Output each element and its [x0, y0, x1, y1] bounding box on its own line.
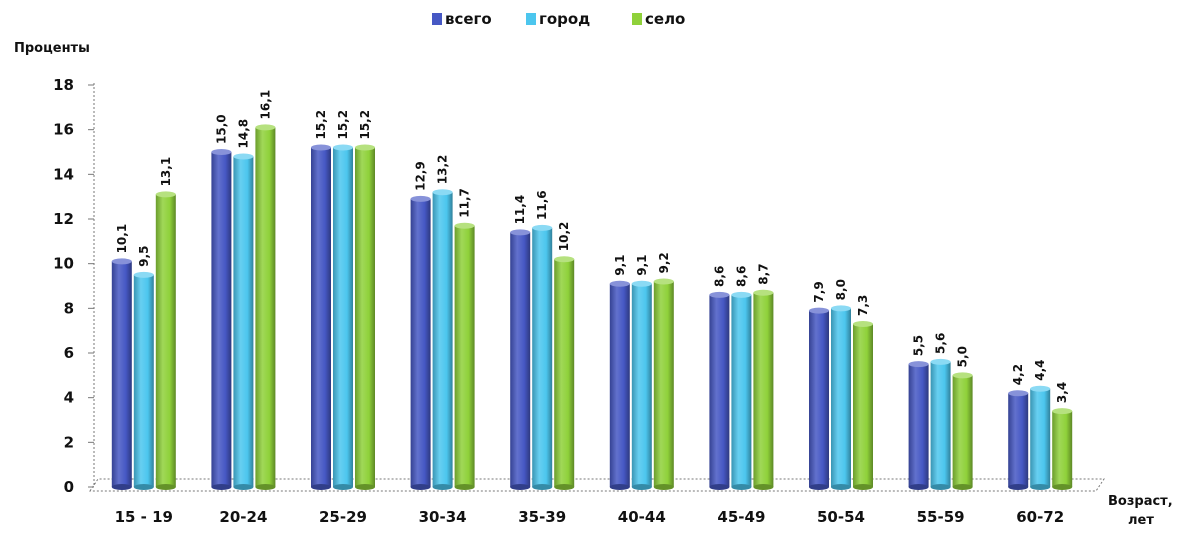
y-axis-title: Проценты	[14, 41, 90, 56]
bar	[211, 149, 232, 490]
data-label: 13,1	[159, 157, 173, 187]
data-label: 15,2	[314, 110, 328, 140]
data-label: 3,4	[1055, 382, 1069, 403]
legend-swatch-2	[526, 13, 536, 25]
x-axis-labels: 15 - 19 20-24 25-29 30-34 35-39 40-44 45-49 50-…	[115, 508, 1065, 526]
data-label: 11,6	[535, 190, 549, 220]
data-label: 14,8	[236, 119, 250, 149]
bar	[709, 291, 730, 490]
legend: всего город село	[432, 10, 685, 28]
data-labels: 10,1 9,5 13,1 15,0 14,8 16,1 15,2 15,2 15,2 12,9 1…	[115, 90, 1069, 403]
bar	[1008, 390, 1029, 490]
data-label: 12,9	[414, 161, 428, 191]
x-tick-label: 30-34	[419, 508, 467, 526]
data-label: 4,4	[1033, 359, 1047, 380]
bar	[908, 361, 929, 490]
x-tick-label: 35-39	[518, 508, 566, 526]
x-axis-title-line2: лет	[1128, 513, 1154, 528]
data-label: 9,1	[613, 255, 627, 276]
bar	[554, 256, 575, 490]
data-label: 15,2	[336, 110, 350, 140]
bar	[1052, 408, 1073, 490]
y-axis-ticks: 0 2 4 6 8 10 12 14 16 18	[53, 76, 94, 496]
data-label: 11,7	[458, 188, 472, 218]
bar	[831, 305, 851, 490]
bar	[311, 144, 331, 490]
bar	[952, 372, 973, 490]
bar	[454, 222, 475, 490]
y-tick-label: 12	[53, 210, 74, 228]
bar	[631, 280, 652, 490]
x-tick-label: 60-72	[1016, 508, 1064, 526]
x-tick-label: 55-59	[917, 508, 965, 526]
bar	[510, 229, 531, 490]
axes	[89, 83, 1105, 492]
x-axis-floor	[89, 478, 1105, 492]
bar	[255, 124, 276, 490]
data-label: 4,2	[1011, 364, 1025, 385]
bar	[653, 278, 674, 490]
bar	[609, 280, 630, 490]
bar	[133, 271, 154, 490]
legend-label-3: село	[645, 10, 685, 28]
data-label: 5,0	[956, 346, 970, 367]
y-tick-label: 18	[53, 76, 74, 94]
data-label: 7,9	[812, 281, 826, 302]
data-label: 13,2	[436, 155, 450, 185]
y-tick-label: 10	[53, 255, 74, 273]
legend-label-2: город	[539, 10, 590, 28]
bar	[809, 307, 829, 490]
data-label: 5,5	[912, 335, 926, 356]
bar	[532, 224, 553, 490]
data-label: 10,1	[115, 224, 129, 254]
y-tick-label: 16	[53, 121, 74, 139]
data-label: 8,0	[834, 279, 848, 300]
data-label: 16,1	[258, 90, 272, 120]
legend-swatch-1	[432, 13, 442, 25]
x-tick-label: 20-24	[219, 508, 267, 526]
data-label: 15,2	[358, 110, 372, 140]
x-tick-label: 15 - 19	[115, 508, 173, 526]
data-label: 15,0	[214, 114, 228, 144]
bar	[930, 358, 951, 490]
bar	[1030, 385, 1051, 490]
data-label: 9,5	[137, 246, 151, 267]
y-tick-label: 8	[64, 299, 74, 317]
data-label: 10,2	[557, 222, 571, 252]
legend-swatch-3	[632, 13, 642, 25]
data-label: 8,6	[734, 266, 748, 287]
bar	[233, 153, 254, 490]
x-tick-label: 25-29	[319, 508, 367, 526]
data-label: 7,3	[856, 295, 870, 316]
bar	[853, 320, 873, 490]
y-tick-label: 4	[64, 389, 74, 407]
bars	[111, 124, 1073, 490]
x-tick-label: 40-44	[618, 508, 666, 526]
x-tick-label: 45-49	[717, 508, 765, 526]
bar	[753, 289, 774, 490]
y-tick-label: 14	[53, 165, 74, 183]
y-tick-label: 2	[64, 433, 74, 451]
y-tick-label: 0	[64, 478, 74, 496]
legend-label-1: всего	[445, 10, 492, 28]
x-tick-label: 50-54	[817, 508, 865, 526]
data-label: 9,2	[657, 252, 671, 273]
bar	[731, 291, 752, 490]
data-label: 8,6	[712, 266, 726, 287]
bar	[111, 258, 132, 490]
bar	[155, 191, 176, 490]
data-label: 11,4	[513, 195, 527, 225]
data-label: 5,6	[934, 333, 948, 354]
bar	[432, 189, 453, 490]
x-axis-title-line1: Возраст,	[1108, 494, 1173, 509]
bar	[410, 195, 431, 490]
data-label: 8,7	[756, 263, 770, 284]
bar	[333, 144, 353, 490]
y-tick-label: 6	[64, 344, 74, 362]
bar	[355, 144, 375, 490]
data-label: 9,1	[635, 255, 649, 276]
